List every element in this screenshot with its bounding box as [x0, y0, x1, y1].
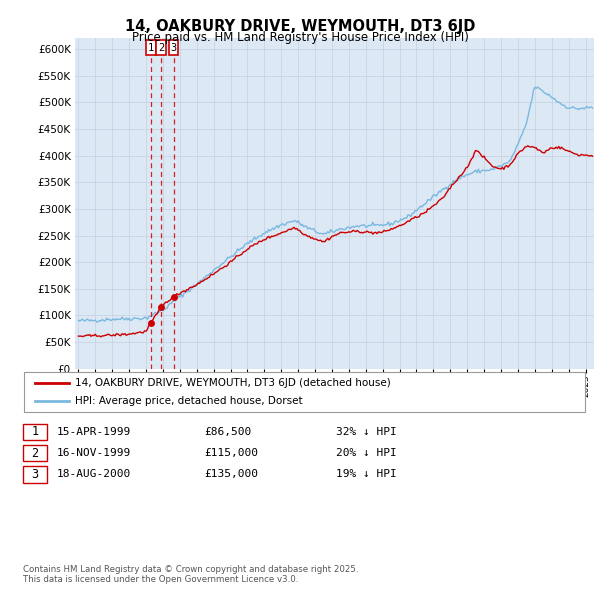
Text: 18-AUG-2000: 18-AUG-2000 [57, 470, 131, 479]
Text: Contains HM Land Registry data © Crown copyright and database right 2025.
This d: Contains HM Land Registry data © Crown c… [23, 565, 358, 584]
Text: 3: 3 [170, 43, 176, 53]
Text: 1: 1 [148, 43, 154, 53]
Bar [146, 41, 155, 55]
Text: 1: 1 [31, 425, 38, 438]
Text: £115,000: £115,000 [204, 448, 258, 458]
Text: 2: 2 [31, 447, 38, 460]
Bar [156, 41, 166, 55]
Text: 16-NOV-1999: 16-NOV-1999 [57, 448, 131, 458]
Text: Price paid vs. HM Land Registry's House Price Index (HPI): Price paid vs. HM Land Registry's House … [131, 31, 469, 44]
Text: 3: 3 [31, 468, 38, 481]
Text: £135,000: £135,000 [204, 470, 258, 479]
Text: 19% ↓ HPI: 19% ↓ HPI [336, 470, 397, 479]
Text: HPI: Average price, detached house, Dorset: HPI: Average price, detached house, Dors… [75, 395, 302, 405]
Bar [169, 41, 178, 55]
Text: 20% ↓ HPI: 20% ↓ HPI [336, 448, 397, 458]
Text: 14, OAKBURY DRIVE, WEYMOUTH, DT3 6JD: 14, OAKBURY DRIVE, WEYMOUTH, DT3 6JD [125, 19, 475, 34]
Text: 14, OAKBURY DRIVE, WEYMOUTH, DT3 6JD (detached house): 14, OAKBURY DRIVE, WEYMOUTH, DT3 6JD (de… [75, 378, 391, 388]
Text: 32% ↓ HPI: 32% ↓ HPI [336, 427, 397, 437]
Text: 15-APR-1999: 15-APR-1999 [57, 427, 131, 437]
Text: 2: 2 [158, 43, 164, 53]
Text: £86,500: £86,500 [204, 427, 251, 437]
